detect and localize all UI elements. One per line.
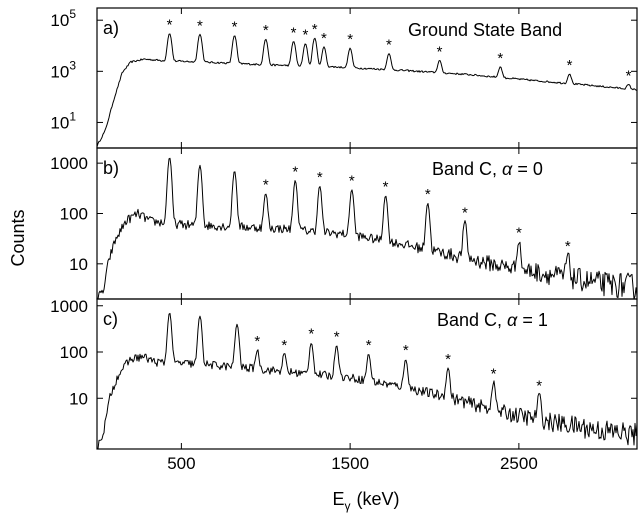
spectrum-trace xyxy=(96,312,638,450)
y-axis-title: Counts xyxy=(8,209,28,266)
band-title-text: Band C, xyxy=(437,310,507,330)
x-tick-label: 1500 xyxy=(331,454,369,473)
peak-marker: * xyxy=(291,24,297,41)
y-tick-label-exponent: 1 xyxy=(69,109,76,123)
y-tick-label: 1000 xyxy=(50,297,88,316)
y-tick-label-exponent: 3 xyxy=(69,58,76,72)
peak-marker: * xyxy=(565,238,571,255)
y-tick-label: 100 xyxy=(60,343,88,362)
peak-marker: * xyxy=(491,365,497,382)
band-title-text: Ground State Band xyxy=(408,20,562,40)
x-tick-label: 500 xyxy=(167,454,195,473)
peak-marker: * xyxy=(197,17,203,34)
x-axis-title: Eγ (keV) xyxy=(332,489,399,513)
y-tick-label: 103 xyxy=(50,58,76,81)
y-tick-label-base: 10 xyxy=(50,62,69,81)
spectrum-trace xyxy=(96,33,638,147)
y-tick-label: 1000 xyxy=(50,154,88,173)
peak-marker: * xyxy=(292,164,298,181)
x-tick-label: 2500 xyxy=(500,454,538,473)
band-title-c: Band C, α = 1 xyxy=(437,310,548,330)
peak-marker: * xyxy=(263,176,269,193)
y-tick-label-base: 10 xyxy=(50,11,69,30)
y-tick-label: 100 xyxy=(60,204,88,223)
panel-b: 10 100 1000 * * * * * * * * * b) Band C, α = 0 xyxy=(50,147,638,300)
peak-marker: * xyxy=(462,204,468,221)
peak-marker: * xyxy=(445,351,451,368)
peak-marker: * xyxy=(232,19,238,36)
peak-marker: * xyxy=(308,326,314,343)
peak-marker: * xyxy=(366,337,372,354)
peak-marker: * xyxy=(536,378,542,395)
band-title-symbol: α xyxy=(502,159,513,179)
panel-label-c: c) xyxy=(103,309,118,329)
peak-marker: * xyxy=(626,68,632,85)
band-title-text: Band C, xyxy=(432,159,502,179)
x-axis-title-unit: (keV) xyxy=(357,489,400,509)
peak-marker: * xyxy=(497,50,503,67)
x-axis-title-subscript: γ xyxy=(345,499,351,513)
y-tick-label: 101 xyxy=(50,109,76,132)
y-tick-label-exponent: 5 xyxy=(69,7,76,21)
panel-c: 10 100 1000 * * * * * * * * * c) Band C, α = 1 xyxy=(50,297,638,450)
peak-marker: * xyxy=(383,178,389,195)
peak-marker: * xyxy=(317,169,323,186)
band-title-b: Band C, α = 0 xyxy=(432,159,543,179)
peak-marker: * xyxy=(281,337,287,354)
peak-marker: * xyxy=(167,17,173,34)
peak-marker: * xyxy=(386,36,392,53)
peak-marker: * xyxy=(263,22,269,39)
band-title-suffix: = 0 xyxy=(512,159,543,179)
y-tick-label: 105 xyxy=(50,7,76,30)
peak-marker: * xyxy=(321,30,327,47)
band-title-suffix: = 1 xyxy=(517,310,548,330)
y-tick-label: 10 xyxy=(69,389,88,408)
panel-label-b: b) xyxy=(103,158,119,178)
peak-marker: * xyxy=(516,224,522,241)
peak-marker: * xyxy=(312,21,318,38)
band-title-a: Ground State Band xyxy=(408,20,562,40)
peak-marker: * xyxy=(347,31,353,48)
peak-marker: * xyxy=(302,27,308,44)
peak-marker: * xyxy=(567,57,573,74)
x-axis-title-main: E xyxy=(332,489,344,509)
peak-marker: * xyxy=(334,328,340,345)
y-tick-label-base: 10 xyxy=(50,113,69,132)
peak-marker: * xyxy=(349,172,355,189)
peak-marker: * xyxy=(254,333,260,350)
spectrum-trace xyxy=(96,157,638,300)
peak-marker: * xyxy=(403,342,409,359)
y-tick-label: 10 xyxy=(69,255,88,274)
panel-frame xyxy=(96,298,638,450)
panel-label-a: a) xyxy=(103,18,119,38)
peak-marker: * xyxy=(425,186,431,203)
peak-marker: * xyxy=(437,43,443,60)
band-title-symbol: α xyxy=(507,310,518,330)
